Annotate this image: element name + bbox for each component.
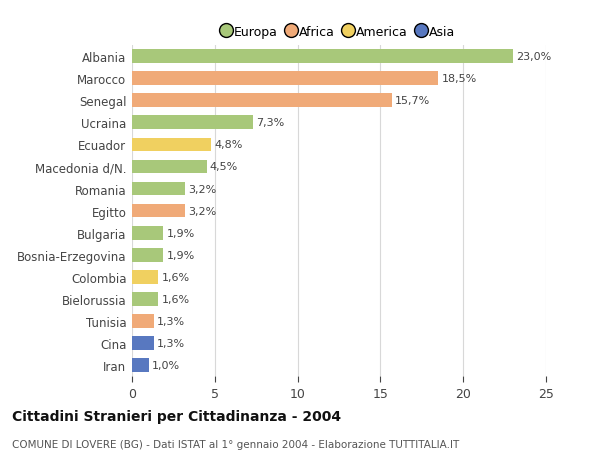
Bar [132,94,392,108]
Text: 1,0%: 1,0% [152,360,180,370]
Text: 7,3%: 7,3% [256,118,284,128]
Bar [132,248,163,262]
Bar [132,358,149,372]
Text: 1,9%: 1,9% [167,250,195,260]
Text: 15,7%: 15,7% [395,96,431,106]
Text: 1,3%: 1,3% [157,338,185,348]
Bar [132,292,158,306]
Text: Cittadini Stranieri per Cittadinanza - 2004: Cittadini Stranieri per Cittadinanza - 2… [12,409,341,423]
Text: 18,5%: 18,5% [442,74,477,84]
Bar [132,72,439,86]
Text: 4,8%: 4,8% [215,140,243,150]
Bar [132,160,206,174]
Bar [132,138,211,152]
Text: 4,5%: 4,5% [210,162,238,172]
Text: COMUNE DI LOVERE (BG) - Dati ISTAT al 1° gennaio 2004 - Elaborazione TUTTITALIA.: COMUNE DI LOVERE (BG) - Dati ISTAT al 1°… [12,440,459,449]
Text: 1,9%: 1,9% [167,228,195,238]
Bar [132,50,513,64]
Text: 1,6%: 1,6% [162,272,190,282]
Legend: Europa, Africa, America, Asia: Europa, Africa, America, Asia [219,22,459,43]
Text: 3,2%: 3,2% [188,184,217,194]
Bar [132,270,158,284]
Text: 23,0%: 23,0% [516,52,551,62]
Bar [132,182,185,196]
Text: 1,3%: 1,3% [157,316,185,326]
Bar [132,314,154,328]
Text: 3,2%: 3,2% [188,206,217,216]
Bar [132,116,253,130]
Bar [132,204,185,218]
Bar [132,336,154,350]
Text: 1,6%: 1,6% [162,294,190,304]
Bar [132,226,163,240]
